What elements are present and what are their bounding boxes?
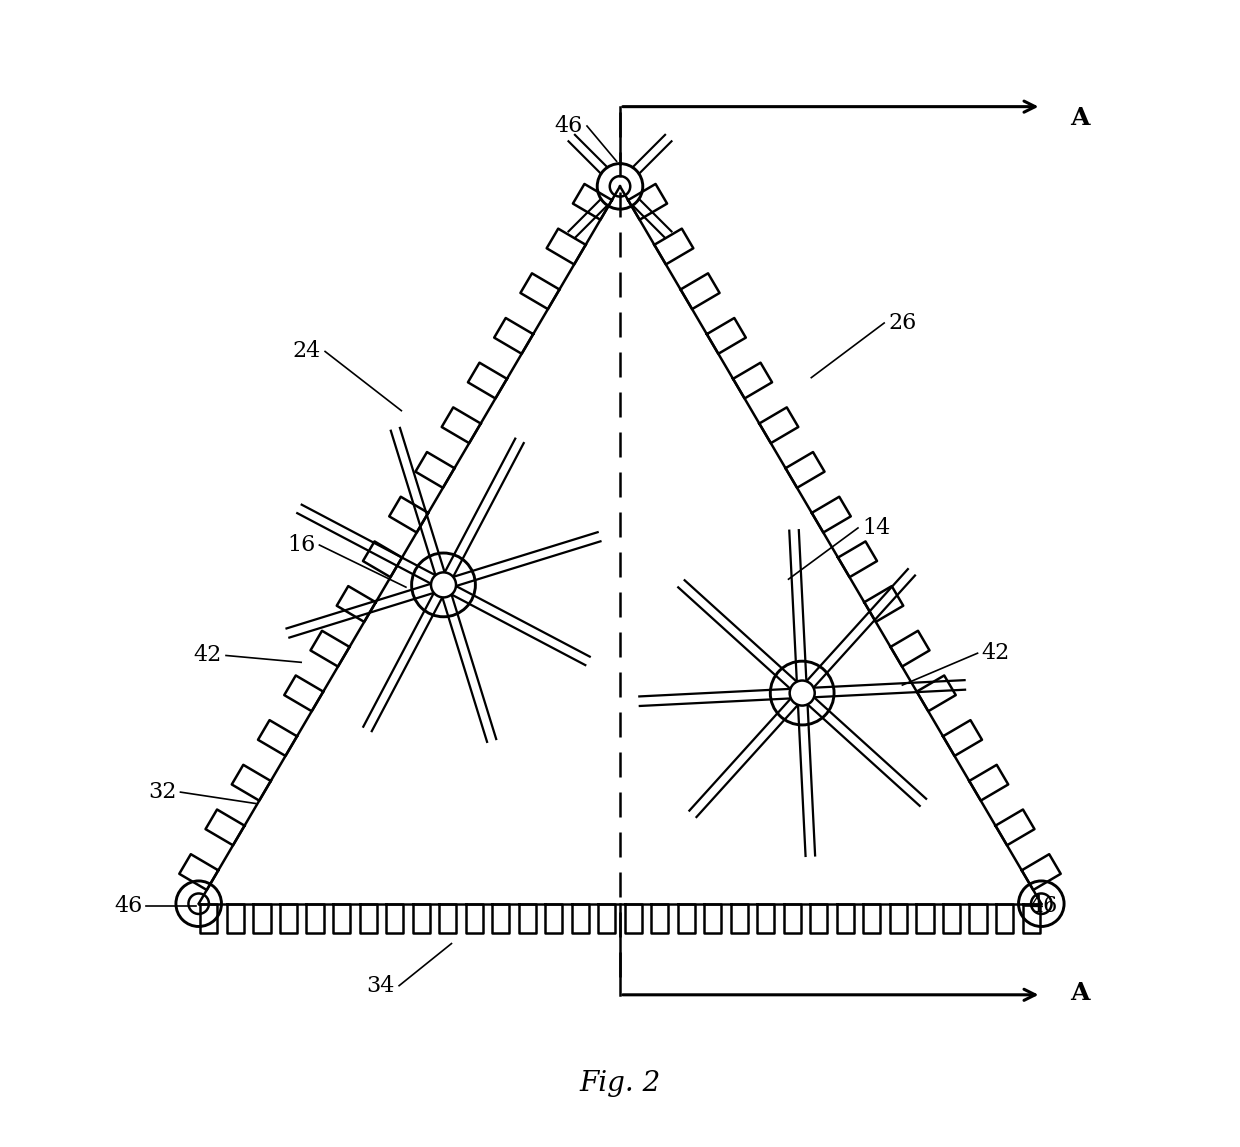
Text: 42: 42 — [193, 645, 222, 666]
Text: 24: 24 — [293, 341, 321, 362]
Text: Fig. 2: Fig. 2 — [579, 1070, 661, 1098]
Text: A: A — [1070, 981, 1089, 1005]
Text: 46: 46 — [1029, 895, 1058, 916]
Text: 32: 32 — [148, 781, 176, 803]
Text: 46: 46 — [554, 115, 583, 136]
Text: A: A — [1070, 106, 1089, 130]
Text: 42: 42 — [982, 642, 1009, 664]
Text: 26: 26 — [888, 312, 916, 334]
Text: 34: 34 — [367, 975, 396, 997]
Text: 14: 14 — [862, 517, 890, 539]
Text: 46: 46 — [114, 895, 143, 916]
Text: 16: 16 — [286, 535, 315, 556]
